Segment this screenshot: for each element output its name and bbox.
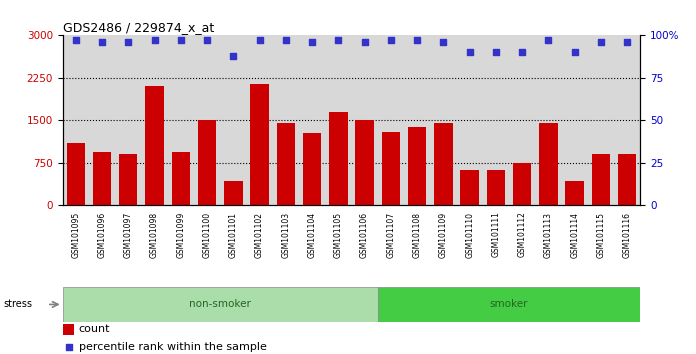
Point (175, 38, 187, 43)
Point (122, 39, 134, 45)
Bar (487, 170, 505, 205)
Bar (63, 287, 378, 322)
Point (149, 38, 160, 43)
Text: percentile rank within the sample: percentile rank within the sample (79, 342, 267, 352)
Point (411, 38, 422, 43)
Text: stress: stress (3, 299, 33, 309)
Point (228, 53, 239, 59)
Bar (381, 132, 400, 205)
Bar (251, 84, 269, 205)
Bar (198, 120, 216, 205)
Bar (513, 163, 531, 205)
Bar (565, 181, 584, 205)
Point (543, 38, 554, 43)
Point (595, 39, 606, 45)
Bar (378, 287, 640, 322)
Point (386, 38, 397, 43)
Point (254, 38, 265, 43)
Point (202, 38, 213, 43)
Bar (63, 324, 74, 335)
Bar (67, 143, 85, 205)
Bar (461, 170, 479, 205)
Text: smoker: smoker (490, 299, 528, 309)
Point (306, 39, 317, 45)
Point (280, 38, 292, 43)
Point (438, 39, 449, 45)
Text: count: count (79, 325, 110, 335)
Bar (592, 154, 610, 205)
Bar (356, 120, 374, 205)
Bar (539, 123, 557, 205)
Point (359, 39, 370, 45)
Point (464, 50, 475, 55)
Point (70, 38, 81, 43)
Point (622, 39, 633, 45)
Bar (93, 152, 111, 205)
Bar (145, 86, 164, 205)
Text: non-smoker: non-smoker (189, 299, 251, 309)
Bar (276, 123, 295, 205)
Bar (119, 154, 138, 205)
Point (333, 38, 344, 43)
Bar (618, 154, 636, 205)
Text: GDS2486 / 229874_x_at: GDS2486 / 229874_x_at (63, 21, 214, 34)
Point (516, 50, 528, 55)
Bar (434, 123, 452, 205)
Point (97, 39, 108, 45)
Point (569, 50, 580, 55)
Bar (172, 152, 190, 205)
Bar (329, 112, 347, 205)
Bar (408, 127, 427, 205)
Point (259, 272, 270, 277)
Point (490, 50, 501, 55)
Bar (224, 181, 242, 205)
Bar (303, 133, 322, 205)
